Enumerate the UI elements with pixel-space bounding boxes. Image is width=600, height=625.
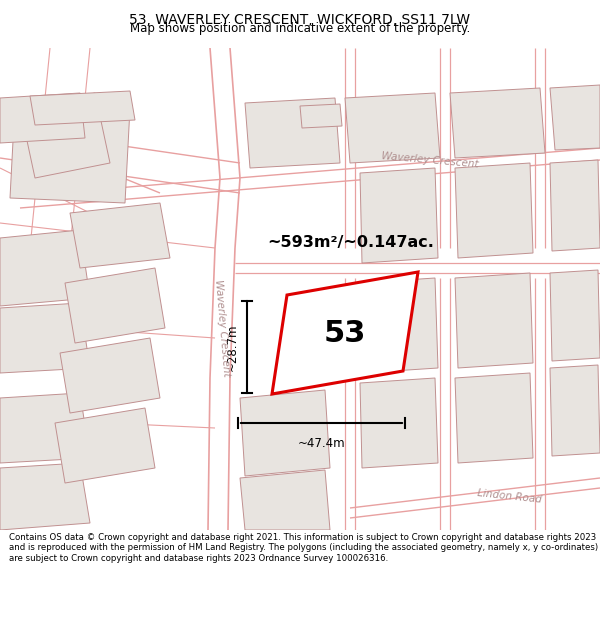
Polygon shape [300,104,342,128]
Text: ~593m²/~0.147ac.: ~593m²/~0.147ac. [267,236,434,251]
Polygon shape [240,390,330,476]
Polygon shape [30,91,135,125]
Polygon shape [450,88,545,158]
Text: 53, WAVERLEY CRESCENT, WICKFORD, SS11 7LW: 53, WAVERLEY CRESCENT, WICKFORD, SS11 7L… [130,14,470,28]
Polygon shape [70,203,170,268]
Polygon shape [0,303,90,373]
Polygon shape [0,463,90,530]
Polygon shape [245,98,340,168]
Polygon shape [360,378,438,468]
Text: ~28.7m: ~28.7m [226,323,239,371]
Polygon shape [455,373,533,463]
Polygon shape [55,408,155,483]
Polygon shape [240,470,330,530]
Text: Lindon Road: Lindon Road [477,488,543,504]
Polygon shape [360,278,438,373]
Text: Waverley Crescent: Waverley Crescent [213,279,231,377]
Text: 53: 53 [324,319,366,348]
Polygon shape [0,93,85,143]
Polygon shape [455,163,533,258]
Polygon shape [0,393,90,463]
Text: Waverley Crescent: Waverley Crescent [381,151,479,169]
Polygon shape [550,270,600,361]
Polygon shape [20,93,110,178]
Polygon shape [550,365,600,456]
Polygon shape [550,160,600,251]
Polygon shape [65,268,165,343]
Polygon shape [272,272,418,394]
Text: ~47.4m: ~47.4m [298,437,346,450]
Polygon shape [10,103,130,203]
Text: Map shows position and indicative extent of the property.: Map shows position and indicative extent… [130,21,470,34]
Polygon shape [550,85,600,150]
Text: Contains OS data © Crown copyright and database right 2021. This information is : Contains OS data © Crown copyright and d… [9,533,598,562]
Polygon shape [360,168,438,263]
Polygon shape [60,338,160,413]
Polygon shape [455,273,533,368]
Polygon shape [0,230,90,306]
Polygon shape [345,93,440,163]
